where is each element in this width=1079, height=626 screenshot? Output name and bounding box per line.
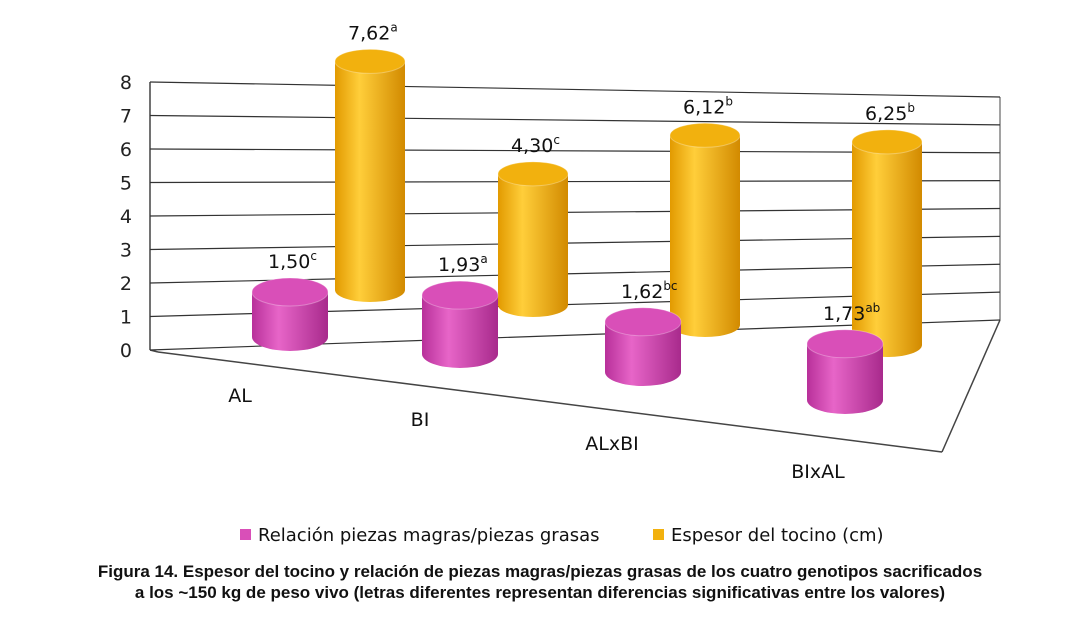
cylinder-body: [807, 343, 883, 414]
value-label-number: 7,62: [348, 22, 390, 44]
cylinder-top: [334, 48, 406, 74]
value-label: 7,62a: [348, 20, 398, 44]
y-tick-label: 5: [120, 173, 132, 195]
legend-swatch: [653, 529, 664, 540]
value-label-letter: a: [480, 252, 487, 266]
value-label-number: 1,62: [621, 281, 663, 303]
cylinder-body: [605, 321, 681, 386]
y-tick-label: 1: [120, 307, 132, 329]
value-label-number: 1,73: [823, 303, 865, 325]
value-label-letter: b: [725, 94, 733, 108]
x-tick-label: ALxBI: [585, 433, 638, 455]
y-tick-label: 4: [120, 206, 132, 228]
grid-line: [149, 81, 1001, 98]
value-label-letter: a: [390, 20, 397, 34]
value-label: 6,25b: [865, 101, 915, 125]
cylinder-top: [806, 329, 884, 359]
value-label-letter: ab: [865, 301, 880, 315]
floor-edge: [941, 319, 1001, 453]
value-label-letter: c: [553, 133, 560, 147]
cylinder-top: [604, 307, 682, 337]
y-tick-label: 6: [120, 139, 132, 161]
value-label-letter: bc: [663, 279, 677, 293]
y-tick-label: 0: [120, 340, 132, 362]
y-tick-label: 2: [120, 273, 132, 295]
value-label-number: 4,30: [511, 135, 553, 157]
y-tick-label: 8: [120, 72, 132, 94]
value-label: 1,50c: [268, 249, 317, 273]
caption-line: a los ~150 kg de peso vivo (letras difer…: [135, 583, 945, 602]
x-tick-label: BI: [411, 409, 430, 431]
value-label-number: 6,25: [865, 103, 907, 125]
caption-line: Figura 14. Espesor del tocino y relación…: [98, 562, 982, 581]
cylinder-top: [421, 280, 499, 310]
legend-swatch: [240, 529, 251, 540]
floor-edge: [157, 351, 943, 453]
cylinder-top: [851, 129, 923, 155]
value-label: 4,30c: [511, 133, 560, 157]
cylinder-top: [497, 161, 569, 187]
value-label: 6,12b: [683, 94, 733, 118]
cylinder-top: [251, 277, 329, 307]
y-tick-label: 3: [120, 240, 132, 262]
value-label-number: 1,93: [438, 254, 480, 276]
cylinder-body: [670, 135, 740, 337]
value-label-letter: c: [310, 249, 317, 263]
x-tick-label: BIxAL: [791, 461, 845, 483]
cylinder-body: [498, 173, 568, 317]
cylinder-body: [422, 295, 498, 368]
grid-line: [149, 114, 1001, 126]
value-label: 1,73ab: [823, 301, 880, 325]
value-label-number: 6,12: [683, 96, 725, 118]
cylinder-body: [852, 141, 922, 357]
x-tick-label: AL: [228, 385, 252, 407]
legend-label: Espesor del tocino (cm): [671, 525, 884, 546]
cylinder-body: [252, 292, 328, 351]
value-label: 1,93a: [438, 252, 488, 276]
legend-label: Relación piezas magras/piezas grasas: [258, 525, 600, 546]
value-label-letter: b: [907, 101, 915, 115]
cylinder-body: [335, 61, 405, 303]
value-label: 1,62bc: [621, 279, 678, 303]
y-tick-label: 7: [120, 106, 132, 128]
cylinder-top: [669, 122, 741, 148]
value-label-number: 1,50: [268, 251, 310, 273]
